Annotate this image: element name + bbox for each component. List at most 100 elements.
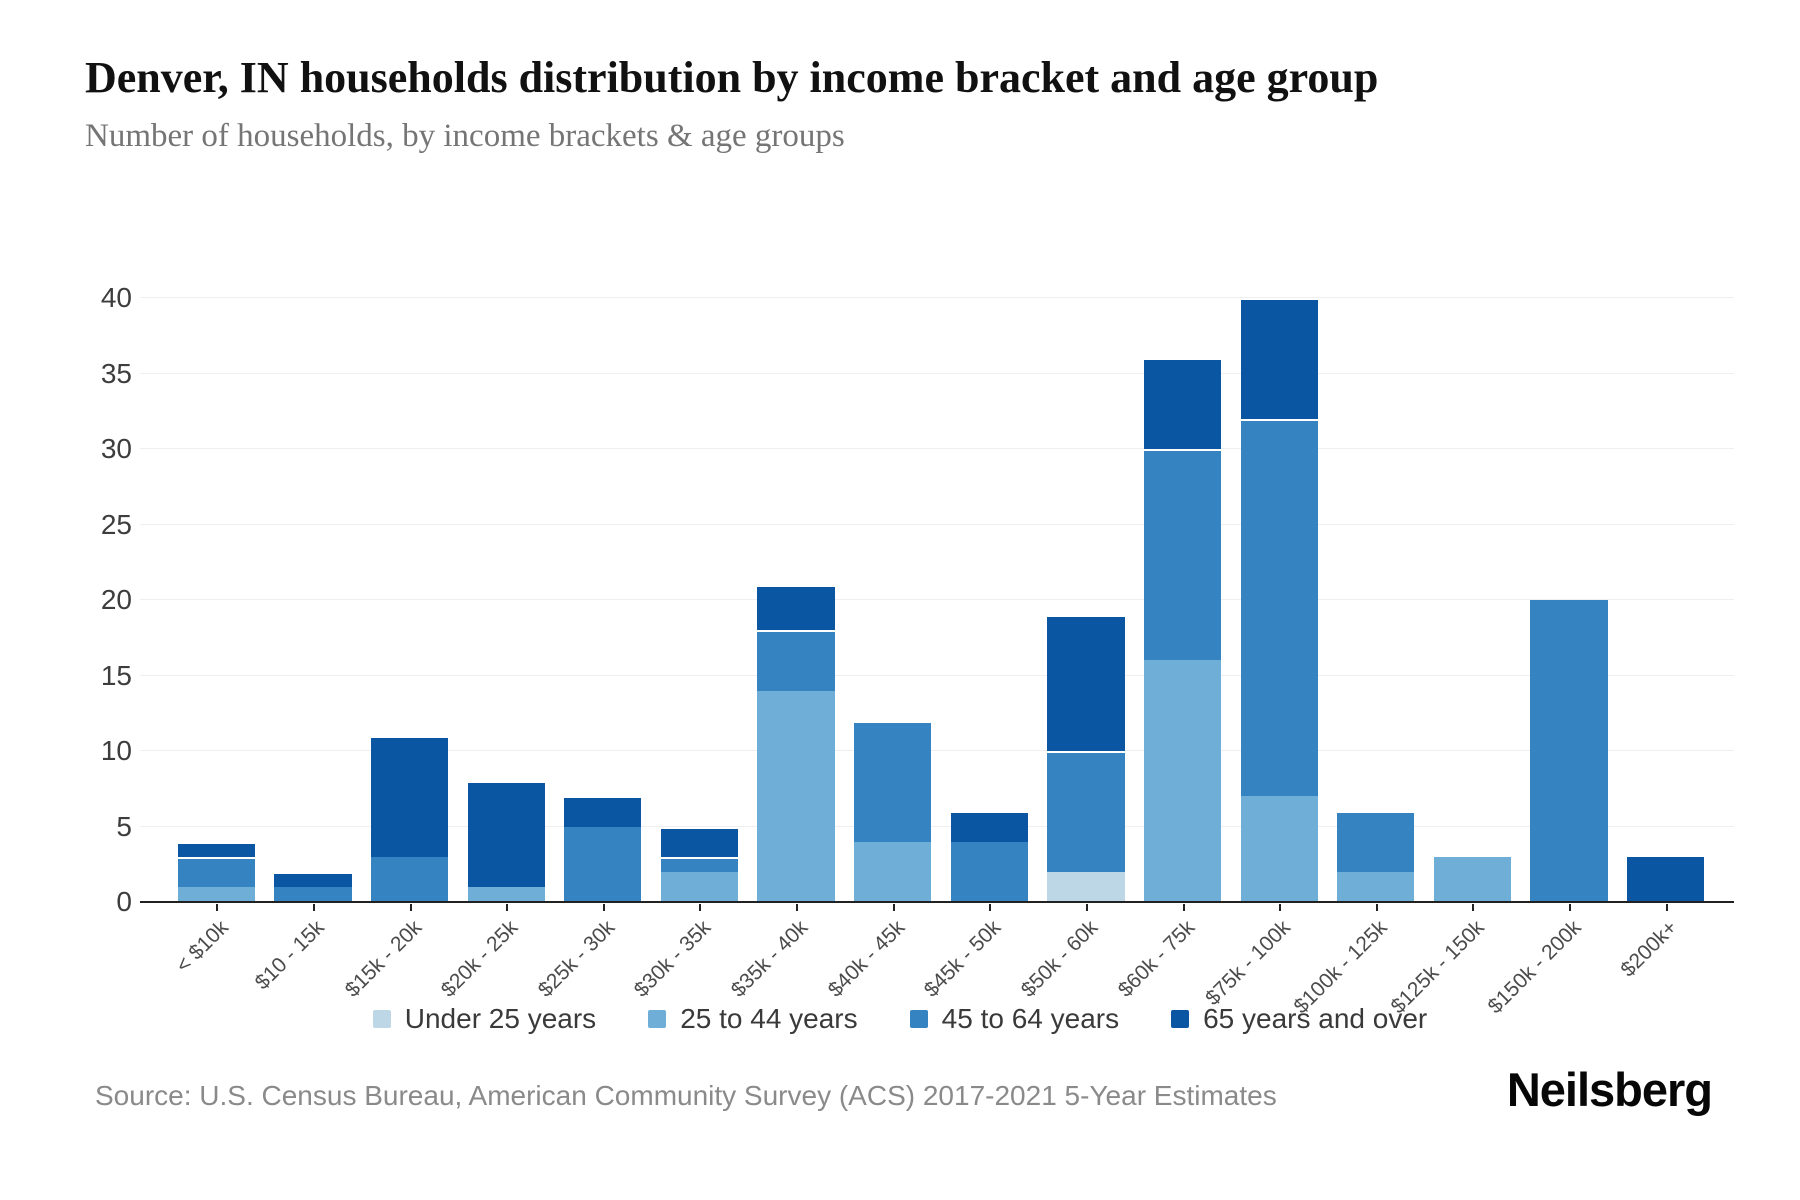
bar-segment[interactable]: [1337, 811, 1415, 872]
legend-label: 65 years and over: [1203, 1003, 1428, 1034]
x-tick-mark: [1279, 904, 1282, 911]
bar-slot: [1328, 298, 1425, 911]
y-tick-label-10: 10: [100, 735, 132, 766]
stacked-bar-6[interactable]: [660, 298, 739, 902]
x-tick-mark: [1182, 904, 1185, 911]
legend-item[interactable]: 65 years and over: [1171, 1003, 1427, 1035]
gridline-5: [140, 825, 1734, 827]
stacked-bar-15[interactable]: [1530, 298, 1608, 902]
stacked-bar-12[interactable]: [1240, 298, 1318, 902]
bar-segment[interactable]: [1627, 856, 1705, 902]
bar-segment[interactable]: [1240, 796, 1318, 902]
bar-segment[interactable]: [564, 796, 642, 827]
bar-slot: [1038, 298, 1135, 911]
legend-swatch: [372, 1010, 391, 1028]
chart-title: Denver, IN households distribution by in…: [85, 53, 1379, 102]
y-tick-label-15: 15: [100, 659, 132, 691]
x-label-slot: $35k - 40k: [727, 902, 845, 1012]
bar-segment[interactable]: [1143, 358, 1222, 450]
legend-item[interactable]: 25 to 44 years: [648, 1003, 858, 1035]
plot-area: 0 5 10 15 20 25 30 35 40 < $10k $10 - 15k $15k - 2…: [101, 284, 1734, 1018]
stacked-bar-9[interactable]: [950, 298, 1028, 902]
bar-segment[interactable]: [854, 720, 932, 842]
bar-segment[interactable]: [1433, 856, 1512, 902]
bar-segment[interactable]: [1047, 751, 1125, 872]
stacked-bar-2[interactable]: [274, 298, 352, 902]
bar-segment[interactable]: [467, 886, 545, 902]
stacked-bar-8[interactable]: [854, 298, 932, 902]
stacked-bar-14[interactable]: [1433, 298, 1512, 902]
stacked-bar-10[interactable]: [1047, 298, 1125, 902]
stacked-bar-4[interactable]: [467, 298, 545, 902]
x-tick-mark: [216, 904, 219, 911]
legend-swatch: [1171, 1010, 1190, 1028]
bar-segment[interactable]: [1530, 600, 1608, 902]
bar-segment[interactable]: [950, 811, 1028, 842]
bar-segment[interactable]: [370, 856, 449, 902]
gridline-25: [140, 523, 1734, 525]
y-tick-label-25: 25: [100, 508, 132, 540]
bar-segment[interactable]: [564, 826, 642, 902]
bar-segment[interactable]: [1047, 871, 1125, 902]
x-tick-mark: [312, 904, 315, 911]
bar-slot: [265, 298, 362, 911]
bar-segment[interactable]: [660, 826, 739, 857]
x-tick-mark: [506, 904, 509, 911]
brand-logo: Neilsberg: [1506, 1063, 1713, 1116]
bar-segment[interactable]: [757, 584, 835, 631]
bar-segment[interactable]: [177, 841, 255, 857]
bar-segment[interactable]: [274, 871, 352, 887]
bar-segment[interactable]: [757, 690, 835, 902]
bar-slot: [1521, 298, 1618, 911]
stacked-bar-1[interactable]: [177, 298, 255, 902]
gridline-35: [140, 372, 1734, 374]
bar-segment[interactable]: [660, 871, 739, 902]
x-label-slot: < $10k: [168, 902, 265, 1012]
bar-slot: [1231, 298, 1328, 911]
y-tick-label-20: 20: [100, 584, 132, 615]
stacked-bar-5[interactable]: [564, 298, 642, 902]
stacked-bar-7[interactable]: [757, 298, 835, 902]
x-tick-mark: [796, 904, 799, 911]
bar-segment[interactable]: [1240, 298, 1318, 419]
bar-slot: [1617, 298, 1714, 911]
bar-segment[interactable]: [1337, 871, 1415, 902]
bar-segment[interactable]: [660, 856, 739, 872]
stacked-bar-3[interactable]: [370, 298, 449, 902]
x-label-slot: $20k - 25k: [437, 902, 555, 1012]
x-axis-labels: < $10k $10 - 15k $15k - 20k $20k - 25k $25k …: [148, 902, 1734, 1018]
stacked-bar-11[interactable]: [1143, 298, 1222, 902]
x-label-slot: $30k - 35k: [630, 902, 748, 1012]
stacked-bar-16[interactable]: [1627, 298, 1705, 902]
bar-segment[interactable]: [1143, 660, 1222, 902]
bar-slot: [1134, 298, 1231, 911]
stacked-bar-13[interactable]: [1337, 298, 1415, 902]
legend-item[interactable]: 45 to 64 years: [909, 1003, 1119, 1035]
bar-segment[interactable]: [177, 886, 255, 902]
bar-slot: [458, 298, 555, 911]
bar-segment[interactable]: [274, 886, 352, 902]
legend-item[interactable]: Under 25 years: [372, 1003, 596, 1035]
bar-slot: [555, 298, 652, 911]
bar-segment[interactable]: [467, 781, 545, 887]
legend: Under 25 years 25 to 44 years 45 to 64 yea…: [0, 1003, 1800, 1035]
bar-segment[interactable]: [1047, 615, 1125, 752]
bar-segment[interactable]: [854, 841, 932, 902]
y-tick-label-40: 40: [100, 282, 132, 313]
bar-segment[interactable]: [950, 841, 1028, 902]
x-tick-mark: [1665, 904, 1668, 911]
x-tick-mark: [892, 904, 895, 911]
x-label-slot: $10 - 15k: [251, 902, 362, 1012]
bar-segment[interactable]: [1240, 418, 1318, 797]
x-label-slot: $50k - 60k: [1017, 902, 1135, 1012]
bar-slot: [748, 298, 845, 911]
bar-segment[interactable]: [757, 630, 835, 691]
bar-segment[interactable]: [177, 856, 255, 887]
bar-segment[interactable]: [370, 735, 449, 857]
chart-subtitle: Number of households, by income brackets…: [85, 118, 845, 154]
gridline-40: [140, 297, 1734, 298]
y-tick-label-5: 5: [116, 810, 132, 842]
bar-slot: [361, 298, 458, 911]
bar-segment[interactable]: [1143, 449, 1222, 661]
